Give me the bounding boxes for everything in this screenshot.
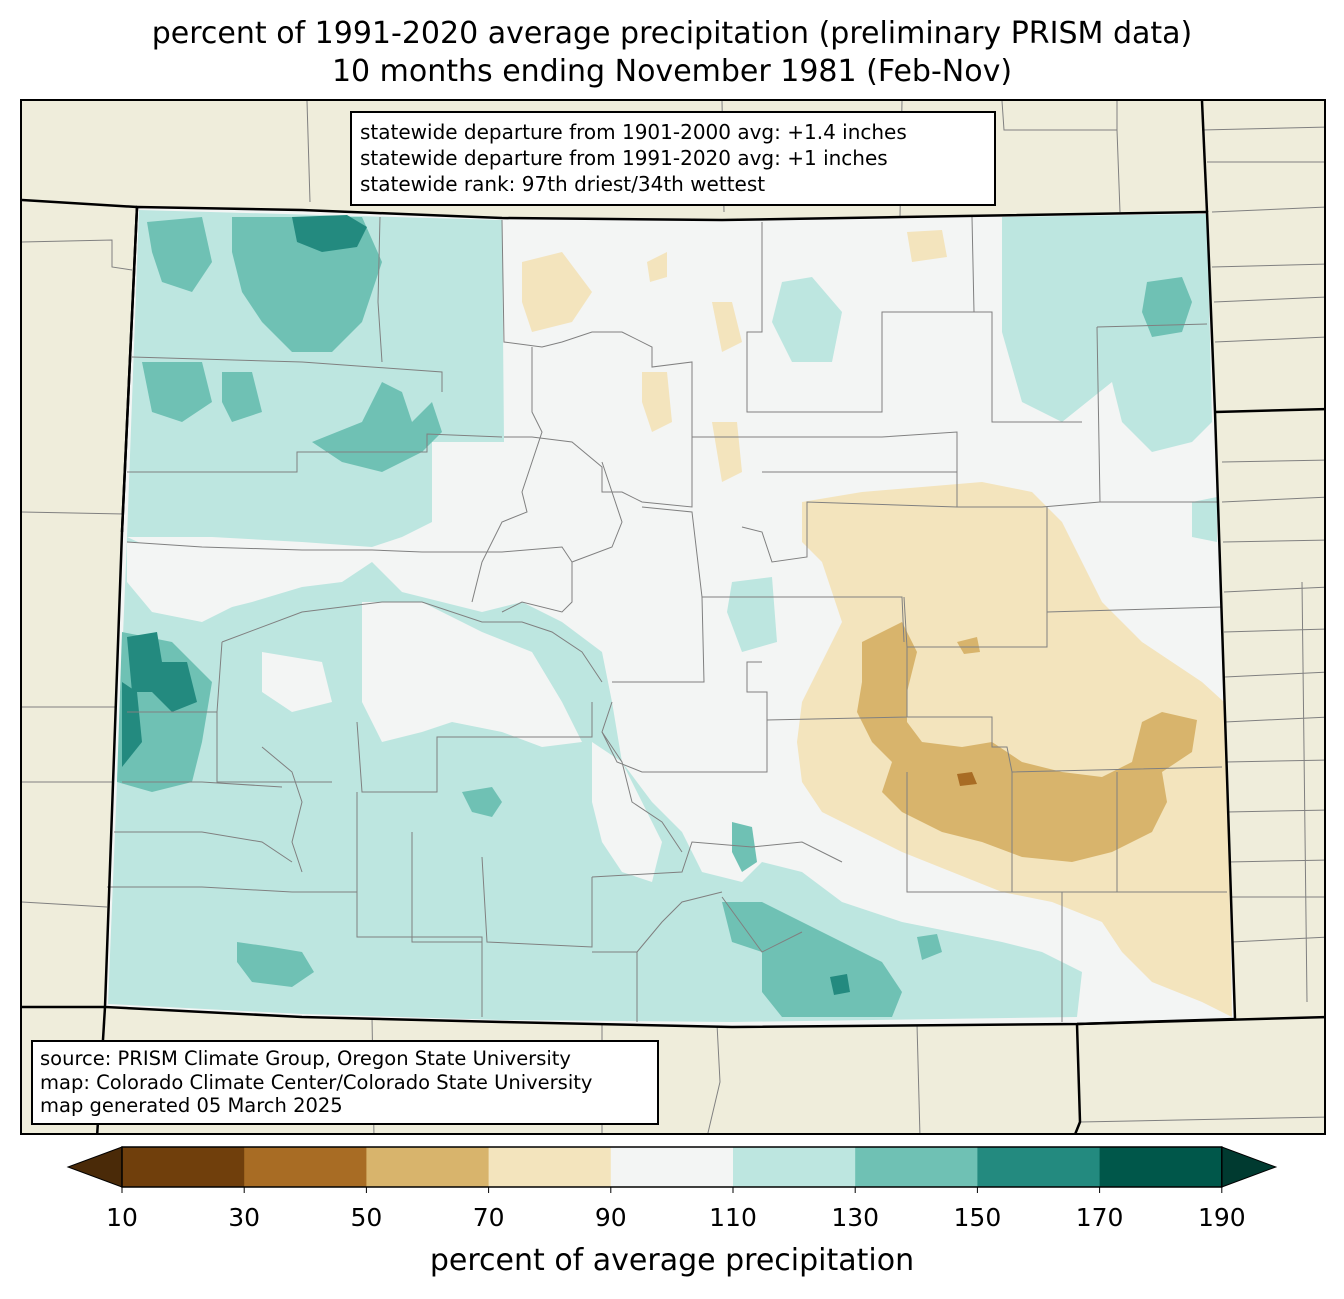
colorbar-tick-label: 10 [106,1203,138,1232]
stats-departure-1991-2020: statewide departure from 1991-2020 avg: … [360,146,888,170]
colorbar-segment [733,1147,856,1187]
precip-fill-70-90 [522,230,1232,1017]
source-line: source: PRISM Climate Group, Oregon Stat… [40,1047,571,1070]
colorbar-segment [610,1147,734,1187]
map-subtitle: 10 months ending November 1981 (Feb-Nov) [331,54,1013,89]
colorbar-segment [122,1147,245,1187]
colorbar-tick-label: 190 [1197,1203,1246,1232]
colorbar-over-arrow [1221,1146,1278,1188]
source-box: source: PRISM Climate Group, Oregon Stat… [31,1040,659,1125]
generated-date-line: map generated 05 March 2025 [40,1094,343,1117]
colorbar-tick-label: 170 [1075,1203,1124,1232]
statewide-stats-box: statewide departure from 1901-2000 avg: … [350,111,996,206]
colorbar [66,1146,1278,1193]
colorbar-tick-label: 50 [350,1203,383,1232]
colorbar-tick-label: 150 [953,1203,1002,1232]
colorbar-segment [366,1147,490,1187]
colorbar-segment [1099,1147,1223,1187]
map-credit-line: map: Colorado Climate Center/Colorado St… [40,1070,593,1094]
colorbar-tick-label: 70 [472,1203,505,1232]
colorbar-under-arrow [66,1146,123,1188]
colorbar-segment [855,1147,978,1187]
stats-departure-1901-2000: statewide departure from 1901-2000 avg: … [360,120,907,144]
colorbar-tick-label: 30 [228,1203,261,1232]
colorbar-segment [977,1147,1101,1187]
colorbar-tick-label: 110 [709,1203,757,1232]
county-lines [107,216,1227,1022]
colorbar-tick-label: 90 [594,1203,627,1232]
colorbar-label: percent of average precipitation [429,1243,915,1278]
precip-fill-90-110-inner [127,542,662,882]
precip-fill-50-70 [857,622,1197,862]
neighbor-county-lines [22,101,1324,1133]
precip-fill-30-50 [957,772,977,786]
map-title: percent of 1991-2020 average precipitati… [151,16,1193,51]
stats-rank: statewide rank: 97th driest/34th wettest [360,172,766,196]
precip-fill-150-170 [122,215,850,995]
colorbar-segment [488,1147,612,1187]
colorbar-tick-label: 130 [831,1203,880,1232]
colorbar-segment [244,1147,367,1187]
map-panel [20,99,1326,1135]
colorado-precip-map [22,101,1324,1133]
colorbar-outline [121,1146,1223,1188]
